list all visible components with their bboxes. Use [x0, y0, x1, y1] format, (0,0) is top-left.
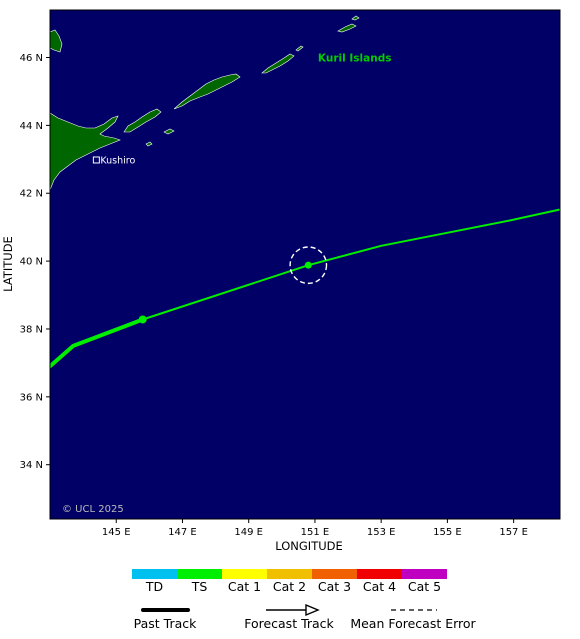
- lat-tick-label: 34 N: [20, 460, 43, 471]
- place-label: Kushiro: [100, 155, 135, 166]
- habomai-islet: [145, 141, 153, 147]
- places-layer: Kushiro: [92, 155, 135, 166]
- past-track-position: [138, 315, 147, 324]
- category-swatch: [222, 569, 267, 579]
- lon-tick-label: 151 E: [301, 527, 330, 538]
- lat-tick-label: 46 N: [20, 53, 43, 64]
- past-track-line: [50, 317, 145, 369]
- lon-tick-label: 149 E: [234, 527, 263, 538]
- category-swatch: [402, 569, 447, 579]
- forecast-track-line: [142, 208, 560, 321]
- shikotan-island: [163, 128, 175, 135]
- category-label: Cat 1: [228, 579, 261, 594]
- category-swatch: [312, 569, 357, 579]
- lon-tick-label: 145 E: [102, 527, 131, 538]
- mean-error-legend-label: Mean Forecast Error: [350, 616, 476, 631]
- category-swatch: [177, 569, 222, 579]
- category-swatch: [132, 569, 177, 579]
- forecast-track-legend-label: Forecast Track: [244, 616, 334, 631]
- category-label: Cat 5: [408, 579, 441, 594]
- track-positions: [138, 261, 312, 324]
- category-scale: TD TS Cat 1 Cat 2 Cat 3 Cat 4 Cat 5: [132, 569, 447, 594]
- latitude-axis: 46 N 44 N 42 N 40 N 38 N 36 N 34 N: [20, 53, 50, 471]
- hokkaido-north-landmass: [50, 29, 63, 53]
- legend: TD TS Cat 1 Cat 2 Cat 3 Cat 4 Cat 5 Past Track…: [132, 569, 477, 631]
- copyright-label: © UCL 2025: [62, 504, 124, 515]
- category-label: TD: [145, 579, 163, 594]
- category-label: Cat 2: [273, 579, 306, 594]
- simushir-island: [295, 45, 304, 52]
- kunashir-island: [123, 108, 162, 133]
- forecast-error-circle: [289, 246, 328, 285]
- lon-tick-label: 147 E: [168, 527, 197, 538]
- lat-tick-label: 42 N: [20, 189, 43, 200]
- forecast-track-position: [304, 261, 312, 269]
- place-marker-square: [92, 156, 100, 164]
- category-swatch: [267, 569, 312, 579]
- lat-tick-label: 36 N: [20, 392, 43, 403]
- lat-tick-label: 38 N: [20, 324, 43, 335]
- region-label: Kuril Islands: [318, 53, 392, 65]
- plot-content: Kushiro Kuril Islands © UCL 2025: [50, 15, 560, 515]
- category-label: Cat 4: [363, 579, 396, 594]
- category-label: TS: [191, 579, 208, 594]
- lon-tick-label: 155 E: [433, 527, 462, 538]
- north-kuril-islet: [351, 15, 360, 21]
- lon-tick-label: 157 E: [499, 527, 528, 538]
- hokkaido-landmass: [50, 112, 121, 191]
- x-axis-title: LONGITUDE: [275, 539, 343, 553]
- lat-tick-label: 44 N: [20, 121, 43, 132]
- regions-layer: Kuril Islands: [318, 53, 392, 65]
- lat-tick-label: 40 N: [20, 257, 43, 268]
- category-label: Cat 3: [318, 579, 351, 594]
- plot-frame: [49, 9, 561, 520]
- past-track-legend-label: Past Track: [134, 616, 197, 631]
- ketoy-island: [337, 23, 357, 33]
- lon-tick-label: 153 E: [367, 527, 396, 538]
- iturup-island: [173, 73, 241, 110]
- forecast-track-legend-arrow: [266, 603, 320, 617]
- y-axis-title: LATITUDE: [1, 236, 15, 292]
- category-swatch: [357, 569, 402, 579]
- urup-island: [261, 53, 295, 74]
- longitude-axis: 145 E 147 E 149 E 151 E 153 E 155 E 157 E: [102, 519, 528, 538]
